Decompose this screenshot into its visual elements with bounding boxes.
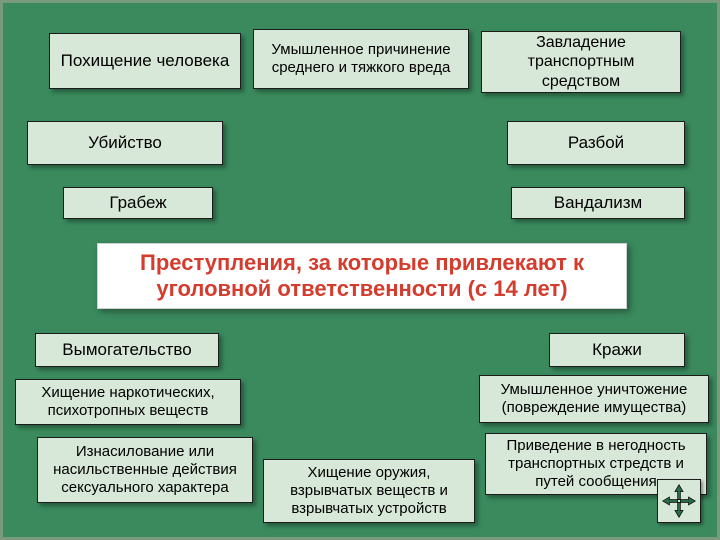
move-arrows-icon[interactable] [657, 479, 701, 523]
box-intentional-harm: Умышленное причинение среднего и тяжкого… [253, 29, 469, 89]
diagram-stage: Похищение человека Умышленное причинение… [9, 9, 711, 531]
box-robbery: Разбой [507, 121, 685, 165]
box-kidnapping: Похищение человека [49, 33, 241, 89]
box-property-destruction: Умышленное уничтожение (повреждение имущ… [479, 375, 709, 423]
box-drug-theft: Хищение наркотических, психотропных веще… [15, 379, 241, 425]
box-vehicle-seizure: Завладение транспортным средством [481, 31, 681, 93]
box-sexual-assault: Изнасилование или насильственные действи… [37, 437, 253, 503]
box-extortion: Вымогательство [35, 333, 219, 367]
box-theft: Кражи [549, 333, 685, 367]
outer-frame: Похищение человека Умышленное причинение… [0, 0, 720, 540]
central-title: Преступления, за которые привлекают к уг… [97, 243, 627, 309]
box-murder: Убийство [27, 121, 223, 165]
box-grabezh: Грабеж [63, 187, 213, 219]
box-weapon-theft: Хищение оружия, взрывчатых веществ и взр… [263, 459, 475, 523]
arrows-svg [662, 484, 696, 518]
box-vandalism: Вандализм [511, 187, 685, 219]
